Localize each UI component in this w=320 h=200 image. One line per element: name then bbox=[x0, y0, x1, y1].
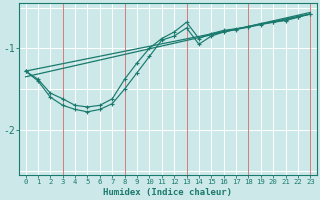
X-axis label: Humidex (Indice chaleur): Humidex (Indice chaleur) bbox=[103, 188, 232, 197]
